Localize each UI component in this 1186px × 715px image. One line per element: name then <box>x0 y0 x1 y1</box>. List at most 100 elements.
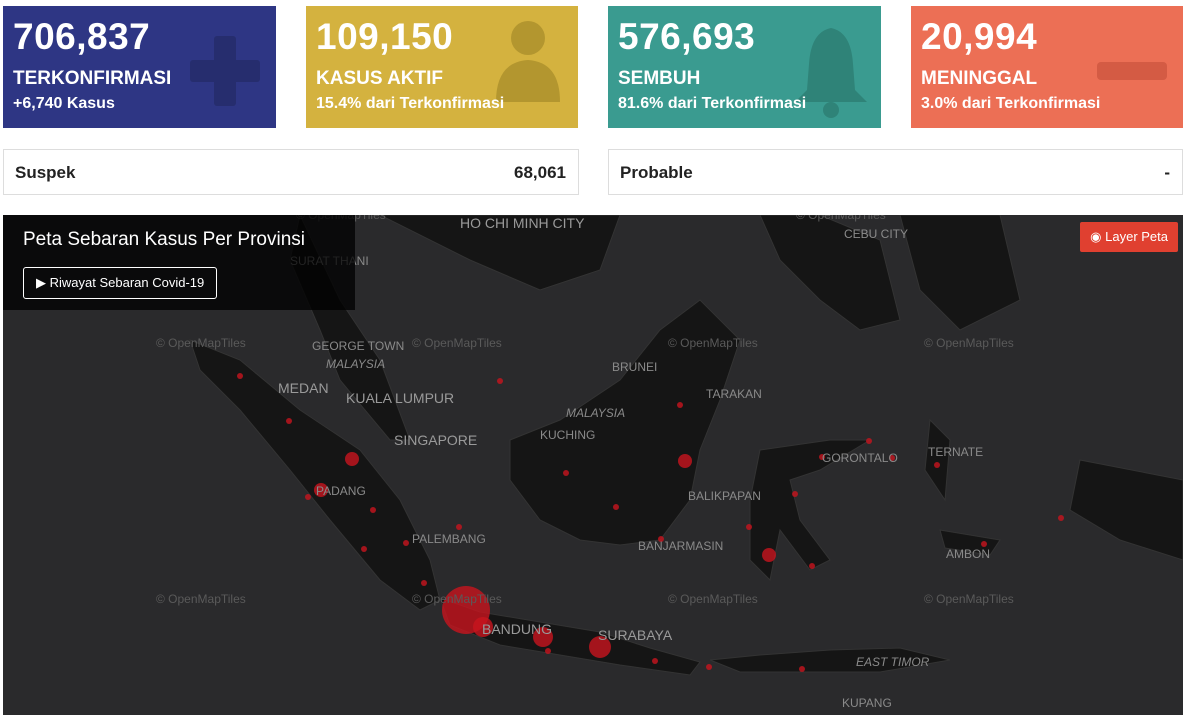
place-label: CEBU CITY <box>844 227 908 241</box>
death-card: 20,994 MENINGGAL 3.0% dari Terkonfirmasi <box>911 6 1183 128</box>
case-marker <box>237 373 243 379</box>
case-marker <box>762 548 776 562</box>
place-label: TERNATE <box>928 445 983 459</box>
map-attribution: © OpenMapTiles <box>668 592 758 606</box>
place-label: MEDAN <box>278 380 329 396</box>
case-marker <box>819 454 825 460</box>
card-sub: 15.4% dari Terkonfirmasi <box>316 95 505 112</box>
place-label: PALEMBANG <box>412 532 486 546</box>
land <box>189 215 1183 676</box>
card-value: 109,150 <box>316 16 454 57</box>
place-label: SINGAPORE <box>394 432 477 448</box>
case-marker <box>545 648 551 654</box>
map-attribution: © OpenMapTiles <box>412 592 502 606</box>
stat-value: - <box>1164 163 1170 182</box>
case-marker <box>658 536 664 542</box>
place-label: PADANG <box>316 484 366 498</box>
map-attribution: © OpenMapTiles <box>668 336 758 350</box>
case-marker <box>563 470 569 476</box>
card-label: KASUS AKTIF <box>316 68 444 89</box>
place-label: BANJARMASIN <box>638 539 723 553</box>
recovered-card: 576,693 SEMBUH 81.6% dari Terkonfirmasi <box>608 6 881 128</box>
case-marker <box>706 664 712 670</box>
place-label: MALAYSIA <box>566 406 625 420</box>
case-marker <box>746 524 752 530</box>
place-label: GEORGE TOWN <box>312 339 404 353</box>
stat-label: Suspek <box>15 163 76 182</box>
bell-icon <box>795 28 867 118</box>
case-marker <box>981 541 987 547</box>
card-sub: 3.0% dari Terkonfirmasi <box>921 95 1101 112</box>
place-label: BALIKPAPAN <box>688 489 761 503</box>
place-label: EAST TIMOR <box>856 655 930 669</box>
place-label: BANDUNG <box>482 621 552 637</box>
case-marker <box>421 580 427 586</box>
map-attribution: © OpenMapTiles <box>796 215 886 222</box>
card-value: 20,994 <box>921 16 1038 57</box>
case-marker <box>889 455 895 461</box>
case-marker <box>792 491 798 497</box>
active-card: 109,150 KASUS AKTIF 15.4% dari Terkonfir… <box>306 6 578 128</box>
case-marker <box>613 504 619 510</box>
card-label: MENINGGAL <box>921 68 1038 89</box>
place-label: BRUNEI <box>612 360 657 374</box>
place-label: SURABAYA <box>598 627 673 643</box>
case-marker <box>361 546 367 552</box>
case-marker <box>286 418 292 424</box>
map-panel: Peta Sebaran Kasus Per Provinsi ▶ Riwaya… <box>3 215 355 310</box>
case-marker <box>456 524 462 530</box>
map-attribution: © OpenMapTiles <box>924 592 1014 606</box>
minus-icon <box>1097 62 1167 80</box>
plus-icon <box>190 36 260 106</box>
case-marker <box>370 507 376 513</box>
card-label: SEMBUH <box>618 68 701 89</box>
place-label: HO CHI MINH CITY <box>460 215 585 231</box>
case-marker <box>866 438 872 444</box>
case-marker <box>403 540 409 546</box>
place-label: AMBON <box>946 547 990 561</box>
map-attribution: © OpenMapTiles <box>156 336 246 350</box>
case-marker <box>314 483 328 497</box>
case-marker <box>678 454 692 468</box>
map-attribution: © OpenMapTiles <box>156 592 246 606</box>
layer-button-text: Layer Peta <box>1105 229 1168 244</box>
confirmed-card: 706,837 TERKONFIRMASI +6,740 Kasus <box>3 6 276 128</box>
doctor-icon <box>496 21 560 102</box>
card-sub: +6,740 Kasus <box>13 95 115 112</box>
map-attribution: © OpenMapTiles <box>412 336 502 350</box>
map-attribution: © OpenMapTiles <box>924 336 1014 350</box>
place-label: MALAYSIA <box>326 357 385 371</box>
probable-box: Probable - <box>608 149 1183 195</box>
place-label: GORONTALO <box>822 451 898 465</box>
suspect-box: Suspek 68,061 <box>3 149 579 195</box>
place-label: KUALA LUMPUR <box>346 390 454 406</box>
case-marker <box>1058 515 1064 521</box>
card-value: 576,693 <box>618 16 756 57</box>
place-label: KUCHING <box>540 428 595 442</box>
place-label: KUPANG <box>842 696 892 710</box>
case-marker <box>652 658 658 664</box>
card-sub: 81.6% dari Terkonfirmasi <box>618 95 807 112</box>
case-marker <box>497 378 503 384</box>
case-marker <box>473 617 493 637</box>
case-markers <box>237 373 1064 672</box>
case-marker <box>345 452 359 466</box>
stat-value: 68,061 <box>514 163 566 182</box>
case-marker <box>305 494 311 500</box>
case-marker <box>533 627 553 647</box>
case-marker <box>809 563 815 569</box>
map-title: Peta Sebaran Kasus Per Provinsi <box>23 229 305 250</box>
card-label: TERKONFIRMASI <box>13 68 172 89</box>
place-label: TARAKAN <box>706 387 762 401</box>
history-button-text: Riwayat Sebaran Covid-19 <box>49 275 205 290</box>
history-button[interactable]: ▶ Riwayat Sebaran Covid-19 <box>23 267 218 299</box>
card-value: 706,837 <box>13 16 151 57</box>
case-marker <box>799 666 805 672</box>
case-marker <box>934 462 940 468</box>
case-marker <box>589 636 611 658</box>
layer-button[interactable]: ◉ Layer Peta <box>1080 222 1178 252</box>
